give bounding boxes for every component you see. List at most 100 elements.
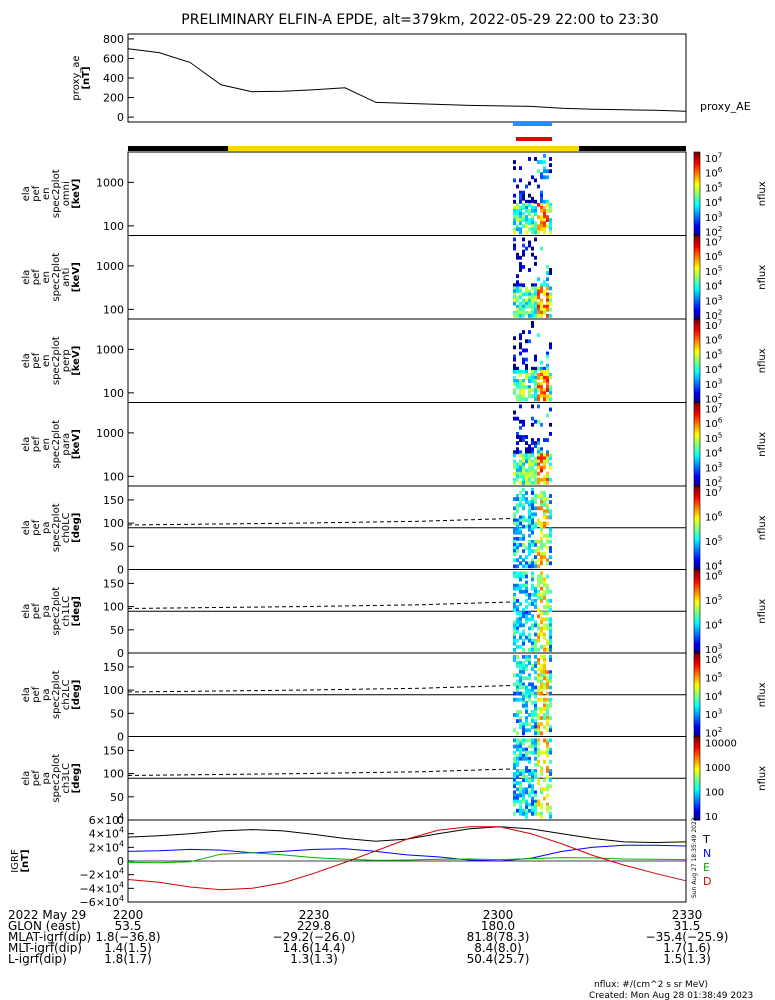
colorbar-segment [694,341,700,345]
spectrogram-cell [522,224,525,229]
spectrogram-cell [519,425,522,430]
spectrogram-cell [525,224,528,229]
colorbar-tick-label: 105 [705,670,722,685]
spectrogram-cell [528,199,531,204]
igrf-line [127,826,687,891]
created-note: Created: Mon Aug 28 01:38:49 2023 [589,991,753,1000]
spectrogram-cell [534,790,537,795]
spectrogram-cell [549,784,552,789]
spectrogram-cell [528,673,531,678]
spectrogram-cell [534,397,537,402]
spectrogram-cell [534,500,537,505]
spectrogram-cell [531,571,534,576]
spectrogram-cell [522,808,525,813]
spectrogram-cell [531,215,534,219]
spectrogram-cell [540,360,543,365]
spectrogram-cell [531,614,534,619]
spectrogram-cell [528,243,531,248]
spectrogram-cell [522,703,525,708]
colorbar-segment [694,611,700,614]
spectrogram-cell [537,292,540,297]
spectrogram-cell [543,465,546,470]
colorbar-segment [694,250,700,253]
colorbar-segment [694,684,700,687]
spectrogram-cell [549,747,552,752]
spectrogram-cell [516,772,519,776]
spectrogram-cell [546,586,549,591]
spectrogram-cell [531,310,534,315]
ephem-value: 50.4(25.7) [467,952,530,966]
spectrogram-cell [516,283,519,288]
ytick-label: 100 [103,303,124,316]
colorbar-segment [694,210,700,214]
ylabel-line: proxy_ae [71,55,82,100]
spectrogram-cell [534,462,537,467]
spectrogram-cell [546,202,549,207]
spectrogram-cell [531,558,534,563]
colorbar-segment [694,308,700,312]
colorbar-segment [694,786,700,790]
spectrogram-cell [549,221,552,226]
spectrogram-cell [525,546,528,550]
spectrogram-cell [534,644,537,649]
spectrogram-cell [525,209,528,213]
spectrogram-cell [531,769,534,773]
panel-ylabel: ela pef en spec2plot anti [keV] [21,253,82,302]
colorbar-segment [694,325,700,328]
spectrogram-cell [519,543,522,547]
spectrogram-cell [546,784,549,789]
spectrogram-cell [525,221,528,226]
spectrogram-cell [537,366,540,371]
spectrogram-cell [516,274,519,279]
spectrogram-cell [522,465,525,470]
colorbar-segment [694,577,700,581]
spectrogram-cell [549,676,552,681]
spectrogram-cell [537,762,540,767]
spectrogram-cell [525,518,528,523]
colorbar-segment [694,490,700,493]
spectrogram-cell [519,583,522,588]
spectrogram-cell [540,209,543,213]
spectrogram-cell [537,419,540,424]
spectrogram-cell [543,394,546,399]
spectrogram-cell [522,471,525,476]
spectrogram-cell [513,465,516,470]
colorbar-segment [694,751,700,754]
colorbar-segment [694,815,700,819]
spectrogram-cell [531,626,534,631]
spectrogram-cell [534,623,537,628]
spectrogram-cell [531,602,534,606]
colorbar-segment [694,296,700,299]
colorbar-segment [694,771,700,775]
colorbar-segment [694,352,700,355]
spectrogram-cell [525,635,528,640]
spectrogram-cell [531,497,534,501]
spectrogram-cell [516,310,519,315]
spectrogram-cell [513,641,516,646]
spectrogram-cell [546,679,549,684]
ytick-label: 1000 [96,260,124,273]
spectrogram-cell [543,379,546,383]
spectrogram-cell [513,243,516,248]
spectrogram-cell [546,793,549,798]
spectrogram-cell [525,685,528,690]
spectrogram-cell [531,682,534,687]
colorbar-segment [694,206,700,209]
spectrogram-cell [543,524,546,529]
spectrogram-cell [525,719,528,724]
spectrogram-cell [516,775,519,780]
spectrogram-cell [519,342,522,347]
spectrogram-cell [531,491,534,495]
spectrogram-cell [540,811,543,816]
ephem-value: 1.4(1.5) [104,941,152,955]
spectrogram-cell [528,503,531,508]
spectrogram-cell [537,494,540,498]
spectrogram-cell [546,503,549,508]
spectrogram-cell [534,307,537,312]
spectrogram-cell [534,805,537,810]
spectrogram-cell [525,811,528,816]
spectrogram-cell [546,747,549,752]
spectrogram-cell [516,808,519,813]
ephem-value: 1.5(1.3) [663,952,711,966]
spectrogram-cell [543,474,546,479]
